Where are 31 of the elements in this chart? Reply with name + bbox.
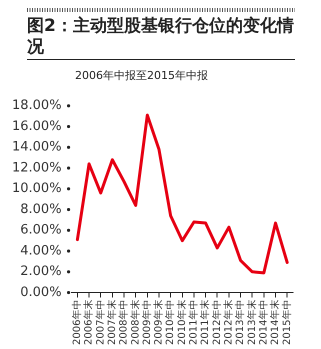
y-tick-label: 2.00% <box>20 264 62 280</box>
y-tick-label: 0.00% <box>20 284 62 300</box>
x-tick-label: 2013年末 <box>246 300 258 346</box>
x-tick-label: 2009年末 <box>152 300 165 346</box>
x-tick-label: 2009年中 <box>140 300 153 346</box>
chart-subtitle: 2006年中报至2015年中报 <box>75 68 208 83</box>
y-tick-label: 10.00% <box>12 181 62 196</box>
chart-title: 图2：主动型股基银行仓位的变化情况 <box>27 16 295 58</box>
x-tick-label: 2011年中 <box>188 300 200 346</box>
x-tick-label: 2006年中 <box>70 300 83 346</box>
x-tick-label: 2012年末 <box>222 300 234 346</box>
x-tick-label: 2010年末 <box>176 300 188 346</box>
y-tick-label: 16.00% <box>12 118 62 134</box>
y-tick-label: 12.00% <box>12 160 62 176</box>
x-tick-label: 2015年中 <box>280 300 293 346</box>
x-tick-label: 2014年末 <box>269 300 282 346</box>
y-tick-label: 8.00% <box>20 202 62 217</box>
x-tick-label: 2014年中 <box>257 300 270 346</box>
y-tick-label: 18.00% <box>12 98 62 114</box>
x-tick-label: 2007年末 <box>106 300 118 346</box>
x-tick-label: 2008年中 <box>118 300 130 346</box>
y-tick-label: 6.00% <box>20 222 62 238</box>
y-tick-label: 14.00% <box>12 140 62 155</box>
x-tick-label: 2012年中 <box>210 300 223 346</box>
x-tick-label: 2011年末 <box>199 300 212 346</box>
x-tick-label: 2007年中 <box>94 300 106 346</box>
x-tick-label: 2006年末 <box>82 300 95 346</box>
x-tick-label: 2008年末 <box>129 300 142 346</box>
x-tick-label: 2010年中 <box>164 300 176 346</box>
x-tick-label: 2013年中 <box>234 300 246 346</box>
y-tick-label: 4.00% <box>20 243 62 258</box>
